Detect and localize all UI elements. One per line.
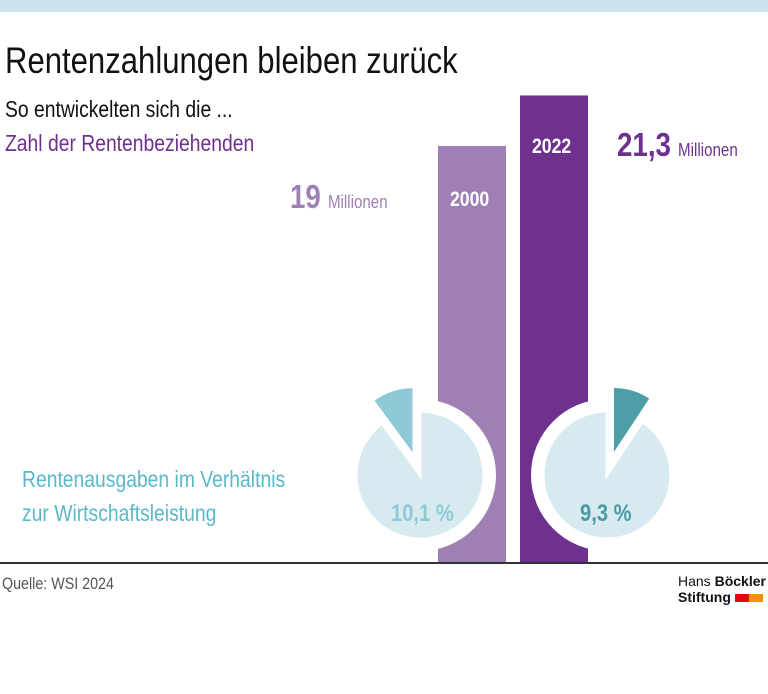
bar-label-2000: 2000 [450,188,490,211]
source-note: Quelle: WSI 2024 [2,574,114,593]
unit-2000: Millionen [327,192,388,212]
value-label-2022: 21,3 Millionen [617,126,738,164]
pie-base-2000 [354,409,486,541]
value-2000: 19 [290,178,321,215]
page-title: Rentenzahlungen bleiben zurück [5,40,458,81]
logo-text-hans: Hans [678,573,711,589]
pie-slice-2022 [613,388,650,453]
pie-base-2022 [541,409,673,541]
pie-slice-2000 [374,388,413,453]
top-band [0,0,768,12]
value-label-2000: 19 Millionen [290,178,388,216]
logo-mark-orange [748,594,763,602]
pie-label-2000: 10,1 % [391,500,454,527]
baseline [0,562,768,564]
value-2022: 21,3 [617,126,671,163]
pie-label-2022: 9,3 % [580,500,632,527]
logo-text-stiftung: Stiftung [678,589,731,605]
logo-text-boeckler: Böckler [714,573,766,589]
bar-label-2022: 2022 [532,135,572,158]
pie-title-line1: Rentenausgaben im Verhältnis [22,466,286,492]
logo: Hans Böckler Stiftung [678,573,766,605]
logo-mark-red [734,594,749,602]
pie-title-line2: zur Wirtschaftsleistung [22,500,217,526]
bar-chart-title: Zahl der Rentenbeziehenden [5,130,255,156]
subtitle: So entwickelten sich die ... [5,96,233,122]
unit-2022: Millionen [678,140,738,160]
